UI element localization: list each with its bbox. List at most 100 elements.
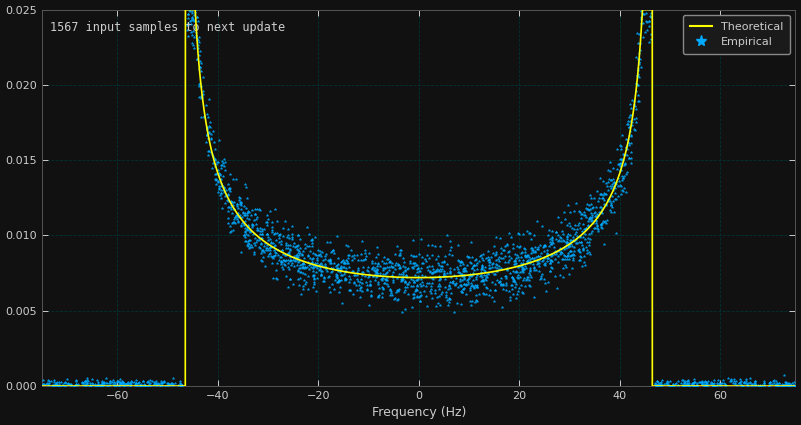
Point <box>214 187 227 194</box>
Point <box>482 259 495 266</box>
Point <box>778 382 791 389</box>
Point <box>389 266 402 273</box>
Point <box>414 283 427 289</box>
Point <box>553 248 566 255</box>
Point <box>376 276 388 283</box>
Point <box>591 226 604 232</box>
Point <box>267 255 280 261</box>
Point <box>654 380 666 386</box>
Point <box>174 379 187 386</box>
Point <box>457 272 469 279</box>
Point <box>392 286 405 293</box>
Point <box>388 295 401 302</box>
Point <box>283 266 296 272</box>
Point <box>482 270 495 277</box>
Point <box>602 167 614 173</box>
Point <box>78 380 91 387</box>
Point <box>276 247 288 254</box>
Point <box>497 254 509 261</box>
Point <box>501 266 513 272</box>
Point <box>163 382 176 388</box>
Point <box>541 250 553 257</box>
Point <box>69 382 82 388</box>
Point <box>260 212 273 219</box>
Point <box>296 251 308 258</box>
Point <box>688 381 701 388</box>
Point <box>474 269 487 275</box>
Point <box>457 272 470 278</box>
Point <box>332 278 344 285</box>
Point <box>282 284 295 291</box>
Point <box>184 0 197 6</box>
Point <box>586 228 598 235</box>
Point <box>594 220 607 227</box>
Point <box>515 254 528 261</box>
Point <box>80 381 93 388</box>
Point <box>689 378 702 385</box>
Point <box>507 258 520 265</box>
Point <box>239 218 252 224</box>
Point <box>523 272 536 278</box>
Point <box>132 380 145 387</box>
Point <box>396 309 409 316</box>
Point <box>545 239 558 246</box>
Point <box>637 20 650 27</box>
Point <box>91 378 104 385</box>
Point <box>101 382 114 389</box>
Point <box>83 382 96 389</box>
Point <box>568 226 581 233</box>
Point <box>296 247 309 254</box>
Point <box>295 290 308 297</box>
Point <box>562 250 574 257</box>
Point <box>626 96 638 103</box>
Point <box>690 382 703 389</box>
Point <box>465 297 478 304</box>
Point <box>444 279 457 286</box>
Point <box>298 271 311 278</box>
Point <box>268 231 280 238</box>
Point <box>633 56 646 62</box>
Point <box>475 269 488 276</box>
Point <box>778 372 791 379</box>
Point <box>240 241 253 248</box>
Point <box>186 32 199 39</box>
Point <box>109 382 122 389</box>
Point <box>650 382 662 389</box>
Point <box>316 268 328 275</box>
Point <box>215 181 228 188</box>
Point <box>376 274 389 281</box>
Point <box>335 272 348 278</box>
Point <box>706 381 719 388</box>
Point <box>635 0 648 6</box>
Point <box>789 382 801 389</box>
Point <box>253 235 266 242</box>
Point <box>652 382 665 389</box>
Point <box>328 277 341 283</box>
Point <box>623 112 636 119</box>
Point <box>187 11 200 18</box>
Point <box>122 380 135 387</box>
Point <box>396 275 409 282</box>
Point <box>392 261 405 267</box>
Point <box>781 380 794 387</box>
Point <box>215 162 228 168</box>
Point <box>163 381 176 388</box>
Point <box>425 269 438 276</box>
Point <box>296 261 308 267</box>
Point <box>617 150 630 157</box>
Point <box>604 209 617 215</box>
Point <box>605 177 618 184</box>
Point <box>70 381 83 388</box>
Point <box>517 277 529 283</box>
Point <box>407 237 420 244</box>
Point <box>260 231 273 238</box>
Point <box>614 159 626 166</box>
Point <box>422 263 435 269</box>
Point <box>520 276 533 283</box>
Point <box>554 218 567 225</box>
Point <box>356 257 369 264</box>
Point <box>541 257 553 264</box>
Point <box>251 237 264 244</box>
Point <box>627 100 640 107</box>
Point <box>215 175 227 182</box>
